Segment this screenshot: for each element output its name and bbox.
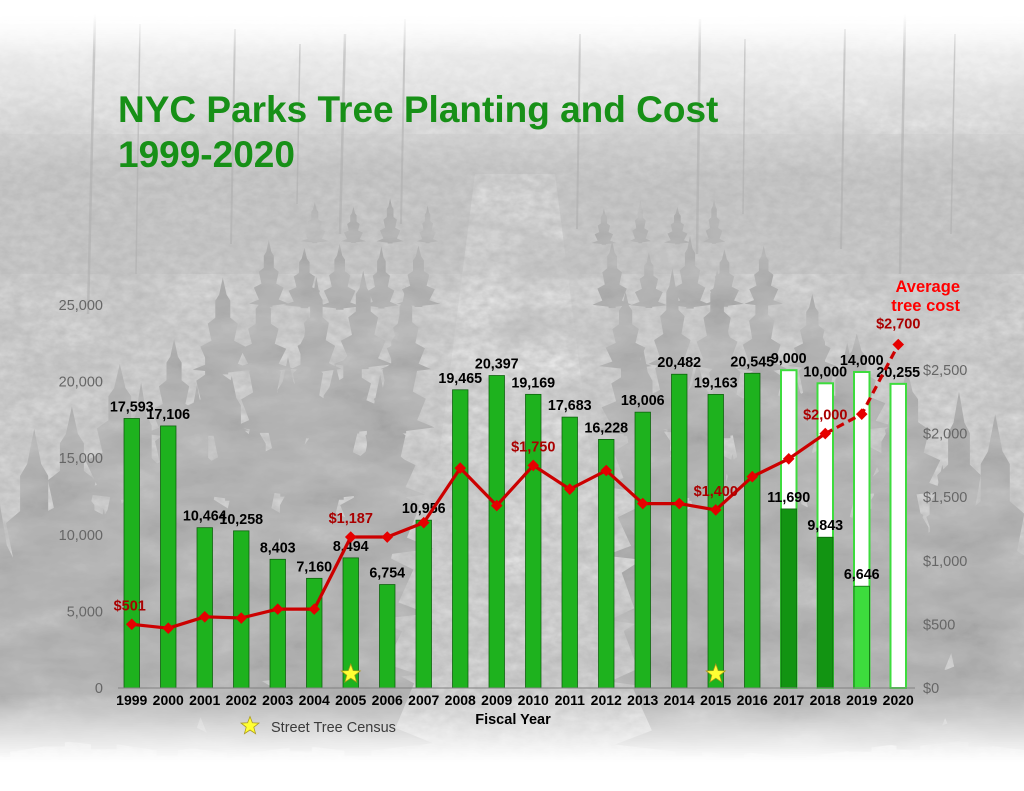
svg-text:$2,000: $2,000: [923, 427, 967, 443]
svg-text:2003: 2003: [262, 692, 293, 708]
svg-text:tree cost: tree cost: [891, 297, 960, 315]
svg-text:$1,400: $1,400: [694, 484, 738, 500]
svg-text:25,000: 25,000: [59, 298, 103, 314]
svg-text:2017: 2017: [773, 692, 804, 708]
svg-text:6,754: 6,754: [369, 566, 405, 582]
svg-text:$2,500: $2,500: [923, 363, 967, 379]
svg-text:$500: $500: [923, 617, 955, 633]
svg-text:2005: 2005: [335, 692, 366, 708]
svg-text:19,169: 19,169: [511, 375, 555, 391]
svg-text:2002: 2002: [226, 692, 257, 708]
svg-text:2006: 2006: [372, 692, 403, 708]
svg-text:16,228: 16,228: [584, 420, 628, 436]
svg-text:2013: 2013: [627, 692, 658, 708]
svg-text:20,000: 20,000: [59, 375, 103, 391]
svg-text:2001: 2001: [189, 692, 220, 708]
svg-text:2011: 2011: [555, 692, 586, 708]
svg-text:2008: 2008: [445, 692, 476, 708]
svg-text:1999: 1999: [116, 692, 147, 708]
svg-text:$1,000: $1,000: [923, 554, 967, 570]
svg-text:2020: 2020: [883, 692, 914, 708]
svg-text:9,000: 9,000: [771, 351, 807, 367]
svg-text:8,403: 8,403: [260, 540, 296, 556]
svg-text:6,646: 6,646: [844, 567, 880, 583]
svg-text:2004: 2004: [299, 692, 330, 708]
svg-text:0: 0: [95, 681, 103, 697]
svg-text:2015: 2015: [700, 692, 731, 708]
svg-text:2018: 2018: [810, 692, 841, 708]
svg-text:17,106: 17,106: [146, 407, 190, 423]
svg-text:10,956: 10,956: [402, 501, 446, 517]
svg-text:10,258: 10,258: [219, 512, 263, 528]
svg-text:9,843: 9,843: [807, 518, 843, 534]
svg-text:2009: 2009: [481, 692, 512, 708]
svg-text:10,000: 10,000: [59, 528, 103, 544]
svg-text:2016: 2016: [737, 692, 768, 708]
svg-text:Fiscal Year: Fiscal Year: [475, 712, 551, 728]
svg-text:2000: 2000: [153, 692, 184, 708]
svg-text:$2,700: $2,700: [876, 317, 920, 333]
svg-text:$0: $0: [923, 681, 939, 697]
svg-text:7,160: 7,160: [296, 559, 332, 575]
svg-text:$501: $501: [114, 598, 146, 614]
svg-text:11,690: 11,690: [767, 490, 810, 506]
svg-text:2014: 2014: [664, 692, 695, 708]
svg-text:2019: 2019: [846, 692, 877, 708]
svg-text:2010: 2010: [518, 692, 549, 708]
svg-text:19,465: 19,465: [438, 371, 482, 387]
svg-text:19,163: 19,163: [694, 375, 738, 391]
svg-text:15,000: 15,000: [59, 451, 103, 467]
svg-text:Street Tree Census: Street Tree Census: [271, 720, 396, 736]
svg-text:$1,500: $1,500: [923, 490, 967, 506]
svg-text:$2,000: $2,000: [803, 408, 847, 424]
svg-text:$1,187: $1,187: [329, 511, 373, 527]
svg-text:20,545: 20,545: [730, 354, 774, 370]
svg-text:17,683: 17,683: [548, 398, 592, 414]
svg-text:$1,750: $1,750: [511, 439, 555, 455]
svg-text:20,255: 20,255: [876, 365, 920, 381]
svg-text:Average: Average: [895, 278, 960, 296]
svg-text:20,397: 20,397: [475, 357, 519, 373]
svg-text:5,000: 5,000: [67, 604, 103, 620]
svg-text:2007: 2007: [408, 692, 439, 708]
svg-text:20,482: 20,482: [657, 355, 701, 371]
svg-text:2012: 2012: [591, 692, 622, 708]
svg-text:18,006: 18,006: [621, 393, 665, 409]
